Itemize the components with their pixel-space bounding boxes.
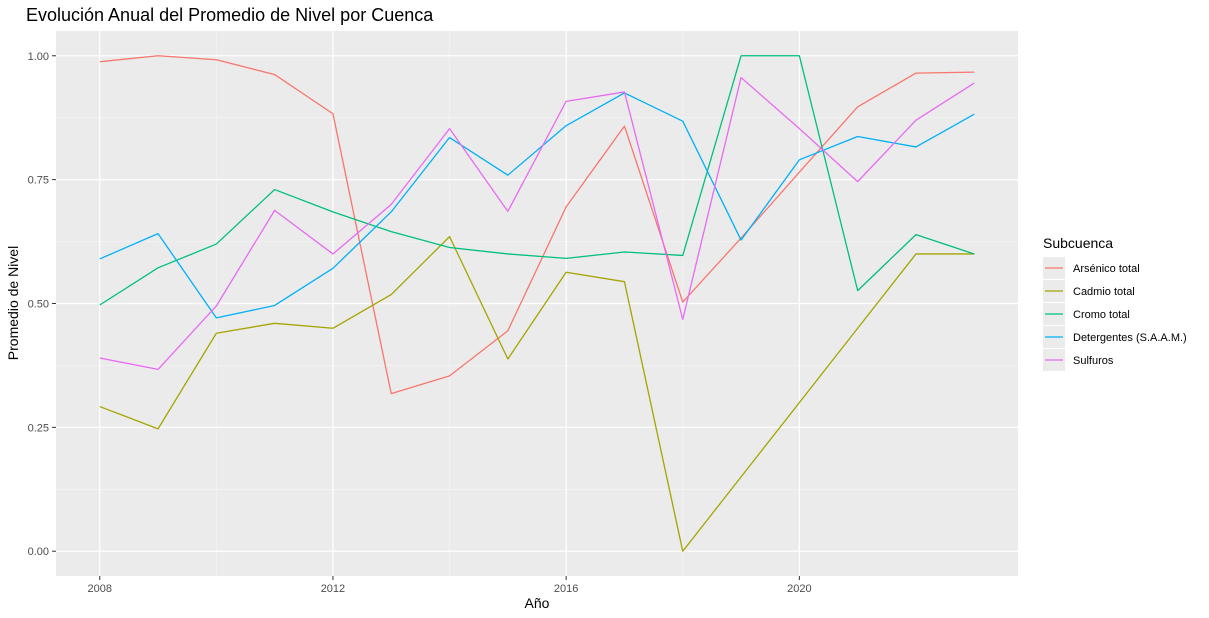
y-tick-label: 0.75 xyxy=(28,175,49,187)
y-tick-label: 0.00 xyxy=(28,546,49,558)
x-axis-title: Año xyxy=(525,595,550,611)
series-line xyxy=(99,76,975,371)
series-line xyxy=(99,55,975,306)
x-tick-label: 2020 xyxy=(787,583,811,595)
major-gridlines xyxy=(56,31,1018,576)
legend-title: Subcuenca xyxy=(1043,235,1113,251)
x-tick-label: 2008 xyxy=(87,583,111,595)
legend-label: Arsénico total xyxy=(1073,263,1140,275)
x-axis: 2008 2012 2016 2020 xyxy=(87,576,812,595)
legend-label: Cadmio total xyxy=(1073,286,1135,298)
x-tick-label: 2016 xyxy=(554,583,578,595)
series-line xyxy=(99,55,975,395)
legend-label: Detergentes (S.A.A.M.) xyxy=(1073,332,1187,344)
series-line xyxy=(99,92,975,319)
y-tick-label: 0.50 xyxy=(28,299,49,311)
y-tick-label: 1.00 xyxy=(28,51,49,63)
series-lines xyxy=(99,55,975,552)
legend-label: Cromo total xyxy=(1073,309,1130,321)
y-axis: 0.00 0.25 0.50 0.75 1.00 xyxy=(28,51,56,558)
y-axis-title: Promedio de Nivel xyxy=(5,246,21,360)
legend: Subcuenca Arsénico total Cadmio total Crom… xyxy=(1043,235,1187,371)
series-line xyxy=(99,235,975,552)
legend-label: Sulfuros xyxy=(1073,355,1114,367)
chart-title: Evolución Anual del Promedio de Nivel po… xyxy=(26,5,434,25)
y-tick-label: 0.25 xyxy=(28,422,49,434)
legend-items: Arsénico total Cadmio total Cromo total Det… xyxy=(1043,257,1187,371)
x-tick-label: 2012 xyxy=(321,583,345,595)
